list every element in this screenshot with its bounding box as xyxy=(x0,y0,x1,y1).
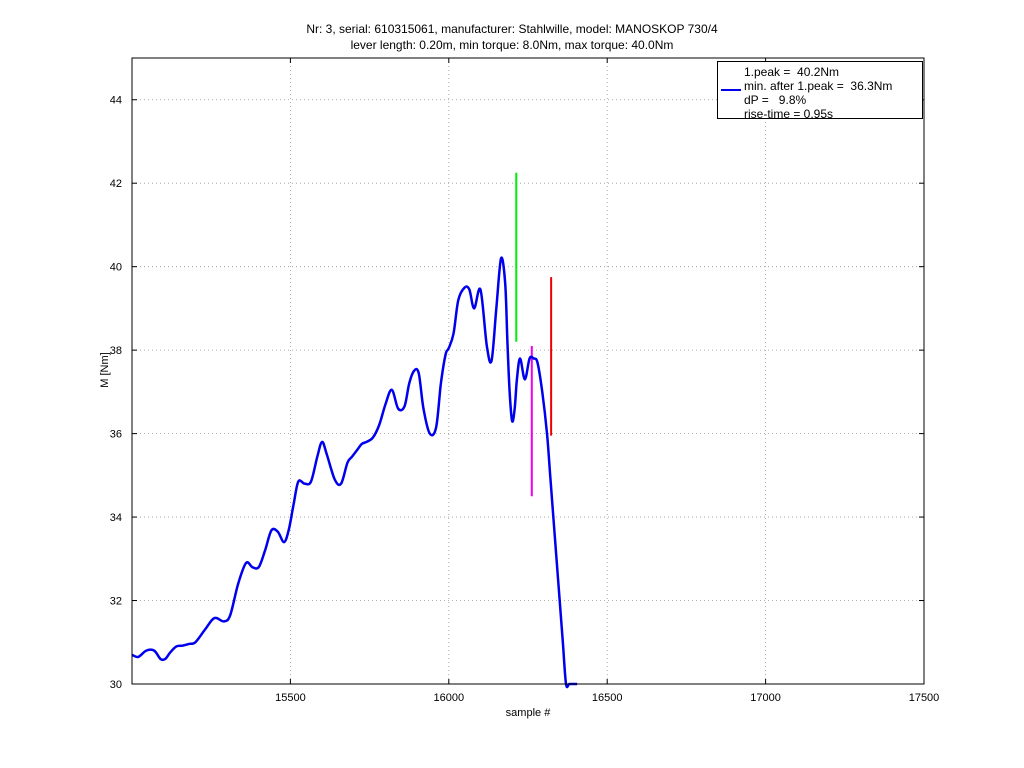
legend-line-dp: dP = 9.8% xyxy=(744,93,807,107)
x-axis-label: sample # xyxy=(506,707,552,719)
y-tick-label: 44 xyxy=(110,95,122,107)
y-tick-label: 40 xyxy=(110,262,122,274)
legend-line-risetime: rise-time = 0.95s xyxy=(744,107,834,121)
x-tick-label: 16000 xyxy=(434,692,465,704)
legend-swatch xyxy=(721,89,741,91)
axis-ticks: 15500 16000 16500 17000 17500 30 32 34 36 38 40 42 4… xyxy=(110,58,940,704)
grid-lines xyxy=(132,58,925,684)
legend: 1.peak = 40.2Nm min. after 1.peak = 36.3… xyxy=(717,61,923,121)
x-tick-label: 16500 xyxy=(592,692,623,704)
marker-lines xyxy=(515,172,553,497)
x-tick-label: 15500 xyxy=(275,692,306,704)
x-tick-label: 17000 xyxy=(750,692,781,704)
y-tick-label: 42 xyxy=(110,178,122,190)
y-tick-label: 38 xyxy=(110,345,122,357)
y-tick-label: 32 xyxy=(110,596,122,608)
series-line xyxy=(131,256,578,689)
y-tick-label: 36 xyxy=(110,429,122,441)
legend-line-peak: 1.peak = 40.2Nm xyxy=(744,65,840,79)
y-tick-label: 34 xyxy=(110,512,122,524)
chart-title: Nr: 3, serial: 610315061, manufacturer: … xyxy=(306,22,718,36)
y-axis-label: M [Nm] xyxy=(99,352,111,387)
x-tick-label: 17500 xyxy=(909,692,940,704)
chart-subtitle: lever length: 0.20m, min torque: 8.0Nm, … xyxy=(350,38,674,52)
legend-line-min: min. after 1.peak = 36.3Nm xyxy=(744,79,893,93)
y-tick-label: 30 xyxy=(110,679,122,691)
plot-border xyxy=(131,57,925,685)
